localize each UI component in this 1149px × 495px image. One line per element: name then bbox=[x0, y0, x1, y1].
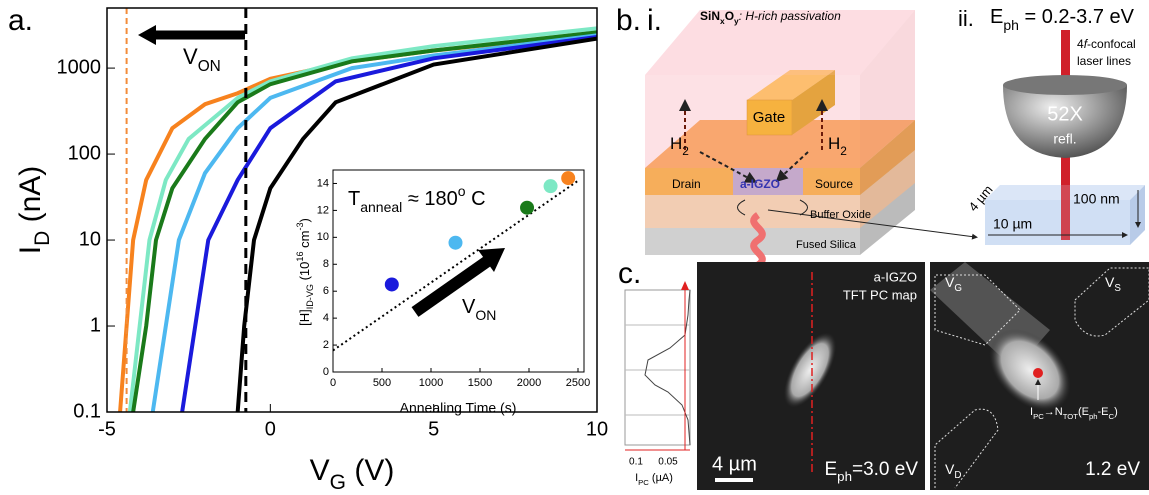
x-tick-label: 0 bbox=[330, 377, 336, 389]
map-title: TFT PC map bbox=[843, 287, 917, 302]
mode-label: refl. bbox=[1053, 131, 1076, 147]
profile-tick: 0.05 bbox=[658, 457, 678, 468]
pc-map bbox=[697, 262, 925, 490]
data-point bbox=[448, 235, 463, 250]
x-tick-label: 2000 bbox=[517, 377, 541, 389]
passivation-label: SiNxOy: H-rich passivation bbox=[700, 9, 841, 26]
laser-label: laser lines bbox=[1077, 54, 1131, 68]
device-diagram bbox=[645, 10, 978, 268]
profile-label: IPC (µA) bbox=[635, 472, 673, 487]
data-point bbox=[384, 277, 399, 292]
gate-label: VG bbox=[945, 274, 962, 294]
x-tick-label: 1500 bbox=[468, 377, 492, 389]
x-tick-label: -5 bbox=[98, 418, 116, 440]
annotation: VON bbox=[183, 44, 221, 75]
laser-label: 4f-confocal bbox=[1077, 37, 1136, 51]
data-point bbox=[561, 171, 576, 186]
inset: Tanneal ≈ 180o C Annealing Time (s) [H]I… bbox=[295, 169, 590, 416]
y-tick-label: 0 bbox=[323, 366, 329, 378]
y-tick-label: 1000 bbox=[57, 56, 102, 78]
x-tick-label: 500 bbox=[373, 377, 391, 389]
x-tick-label: 0 bbox=[265, 418, 276, 440]
plot-frame bbox=[106, 7, 598, 413]
y-tick-label: 8 bbox=[323, 258, 329, 270]
panel-label: ii. bbox=[958, 6, 974, 31]
scale-label: 4 µm bbox=[712, 453, 757, 475]
inset-frame bbox=[332, 169, 585, 373]
optics-diagram bbox=[985, 30, 1145, 245]
data-line bbox=[180, 35, 597, 412]
gate-label: Gate bbox=[753, 109, 786, 126]
map-title: a-IGZO bbox=[874, 269, 917, 284]
arrow-head bbox=[138, 25, 156, 45]
y-tick-label: 4 bbox=[323, 312, 329, 324]
drain-label: Drain bbox=[672, 177, 701, 191]
relation-label: IPC→NTOT(Eph-EC) bbox=[1030, 406, 1118, 421]
pc-map bbox=[930, 262, 1149, 490]
drain-label: VD bbox=[945, 461, 961, 481]
y-tick-label: 6 bbox=[323, 285, 329, 297]
data-line bbox=[150, 33, 597, 412]
x-axis-label: VG (V) bbox=[310, 454, 395, 494]
panel-label: a. bbox=[8, 4, 33, 37]
y-tick-label: 100 bbox=[68, 142, 101, 164]
x-tick-label: 10 bbox=[586, 418, 608, 440]
inset-annotation: VON bbox=[462, 296, 496, 322]
data-line bbox=[131, 30, 597, 412]
inset-y-label: [H]ID-VG (1016 cm-3) bbox=[295, 218, 315, 326]
h2-label: H2 bbox=[670, 134, 689, 158]
y-tick-label: 0.1 bbox=[73, 400, 101, 422]
data-point bbox=[520, 200, 535, 215]
y-tick-label: 10 bbox=[79, 228, 101, 250]
inset-title: Tanneal ≈ 180o C bbox=[348, 183, 486, 215]
arrow-head bbox=[478, 248, 505, 272]
thickness-label: 100 nm bbox=[1073, 191, 1120, 207]
profile-plot bbox=[624, 281, 691, 451]
objective-label: 52X bbox=[1047, 103, 1083, 125]
y-tick-label: 10 bbox=[317, 231, 329, 243]
substrate-label: Fused Silica bbox=[796, 239, 857, 251]
inset-x-label: Annealing Time (s) bbox=[400, 400, 517, 416]
data-line bbox=[235, 36, 597, 412]
energy-label: Eph=3.0 eV bbox=[824, 459, 918, 484]
panel-label: c. bbox=[618, 257, 641, 290]
length-label: 10 µm bbox=[993, 216, 1032, 232]
y-tick-label: 14 bbox=[317, 177, 329, 189]
source-label: VS bbox=[1105, 274, 1121, 294]
y-tick-label: 12 bbox=[317, 204, 329, 216]
panel-label: i. bbox=[647, 4, 662, 37]
data-line bbox=[127, 26, 597, 412]
x-tick-label: 5 bbox=[428, 418, 439, 440]
x-tick-label: 1000 bbox=[419, 377, 443, 389]
arrow bbox=[411, 253, 496, 317]
energy-label: 1.2 eV bbox=[1085, 459, 1140, 480]
energy-range: Eph = 0.2-3.7 eV bbox=[990, 6, 1135, 32]
y-tick-label: 1 bbox=[90, 314, 101, 336]
h2-label: H2 bbox=[828, 134, 847, 158]
buffer-label: Buffer Oxide bbox=[810, 209, 871, 221]
profile-tick: 0.1 bbox=[629, 457, 643, 468]
x-tick-label: 2500 bbox=[566, 377, 590, 389]
data-point bbox=[543, 179, 558, 194]
y-axis-label: ID (nA) bbox=[14, 166, 54, 255]
y-tick-label: 2 bbox=[323, 339, 329, 351]
channel-label: a-IGZO bbox=[740, 177, 780, 191]
source-label: Source bbox=[815, 177, 853, 191]
panel-label: b. bbox=[616, 4, 641, 37]
